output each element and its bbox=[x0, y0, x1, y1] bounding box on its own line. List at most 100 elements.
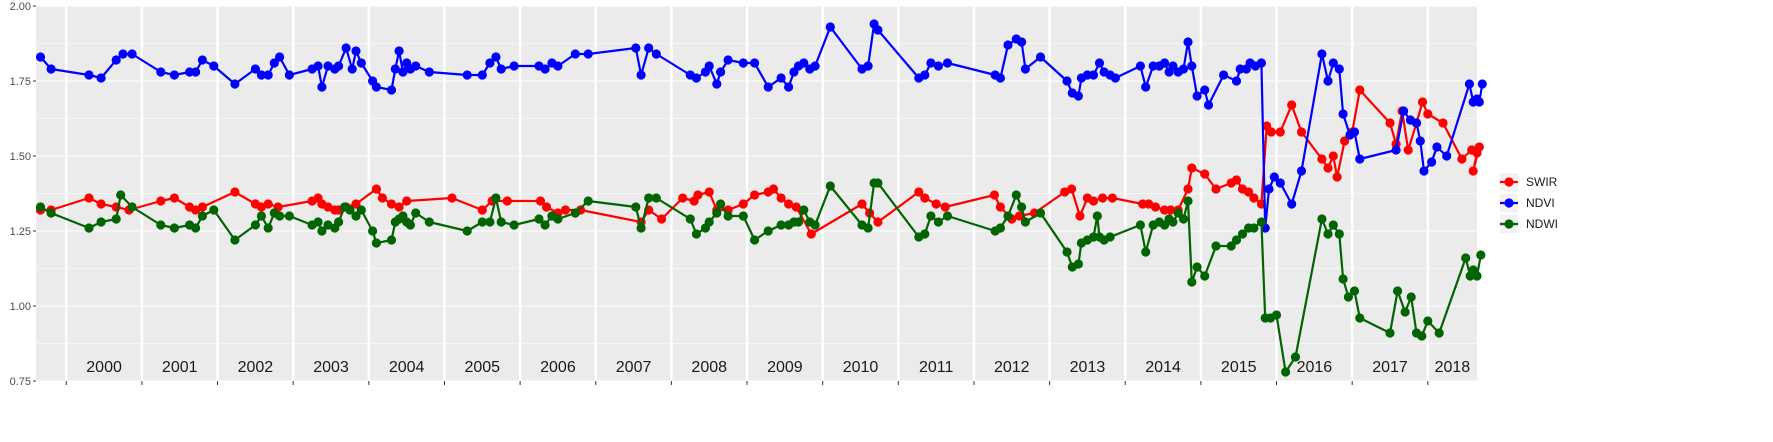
data-point-ndvi bbox=[1442, 151, 1452, 161]
data-point-ndvi bbox=[1399, 106, 1409, 116]
data-point-ndvi bbox=[334, 61, 344, 71]
data-point-ndwi bbox=[920, 229, 930, 239]
data-point-ndvi bbox=[810, 61, 820, 71]
data-point-swir bbox=[263, 199, 273, 209]
data-point-ndwi bbox=[1017, 202, 1027, 212]
data-point-swir bbox=[768, 184, 779, 194]
data-point-ndwi bbox=[763, 226, 773, 236]
year-label: 2013 bbox=[1070, 359, 1106, 376]
y-tick-label: 1.25 bbox=[10, 226, 31, 238]
data-point-swir bbox=[1088, 196, 1099, 206]
data-point-ndwi bbox=[411, 208, 421, 218]
data-point-swir bbox=[806, 229, 816, 239]
data-point-ndwi bbox=[1135, 220, 1145, 230]
data-point-swir bbox=[678, 193, 688, 203]
data-point-ndwi bbox=[750, 235, 760, 245]
data-point-ndwi bbox=[933, 217, 944, 227]
data-point-ndvi bbox=[1355, 154, 1365, 164]
data-point-ndwi bbox=[1290, 352, 1301, 362]
data-point-ndwi bbox=[534, 214, 544, 224]
legend-item-ndvi: NDVI bbox=[1500, 194, 1555, 212]
data-point-ndwi bbox=[540, 220, 550, 230]
data-point-ndwi bbox=[738, 211, 748, 221]
data-point-swir bbox=[1355, 85, 1365, 95]
data-point-ndvi bbox=[96, 73, 106, 83]
data-point-ndvi bbox=[491, 52, 501, 62]
data-point-ndwi bbox=[96, 217, 106, 227]
data-point-ndvi bbox=[570, 49, 580, 59]
series-swir bbox=[35, 85, 1484, 239]
data-point-ndvi bbox=[933, 61, 944, 71]
data-point-ndwi bbox=[368, 226, 378, 236]
y-tick-label: 0.75 bbox=[10, 376, 31, 388]
data-point-ndvi bbox=[704, 61, 714, 71]
data-point-ndvi bbox=[169, 70, 179, 80]
data-point-ndwi bbox=[256, 211, 266, 221]
data-point-swir bbox=[931, 199, 941, 209]
data-point-swir bbox=[1317, 154, 1327, 164]
data-point-ndvi bbox=[1415, 136, 1425, 146]
data-point-ndvi bbox=[269, 58, 279, 68]
data-point-ndwi bbox=[1385, 328, 1395, 338]
data-point-ndwi bbox=[995, 223, 1006, 233]
year-label: 2006 bbox=[540, 359, 576, 376]
data-point-swir bbox=[1340, 136, 1350, 146]
data-point-ndwi bbox=[1334, 229, 1344, 239]
year-label: 2005 bbox=[464, 359, 500, 376]
data-point-ndvi bbox=[1464, 79, 1474, 89]
data-point-swir bbox=[1067, 184, 1077, 194]
data-point-ndwi bbox=[1406, 292, 1416, 302]
data-point-ndvi bbox=[1017, 37, 1027, 47]
data-point-ndvi bbox=[776, 73, 786, 83]
data-point-swir bbox=[377, 193, 387, 203]
data-point-ndvi bbox=[1073, 91, 1083, 101]
data-point-ndwi bbox=[156, 220, 166, 230]
data-point-swir bbox=[1438, 118, 1448, 128]
x-axis bbox=[65, 381, 1429, 385]
data-point-ndvi bbox=[1192, 91, 1202, 101]
data-point-ndwi bbox=[169, 223, 179, 233]
data-point-ndvi bbox=[1178, 64, 1189, 74]
legend-key-marker bbox=[1504, 219, 1514, 229]
data-point-swir bbox=[156, 196, 166, 206]
data-point-ndwi bbox=[1461, 253, 1471, 263]
data-point-swir bbox=[1014, 211, 1024, 221]
data-point-ndwi bbox=[491, 193, 501, 203]
data-point-ndwi bbox=[1349, 286, 1360, 296]
year-labels: 2000 2001 2002 2003 2004 2005 2006 2007 2008 2009… bbox=[86, 359, 1470, 376]
data-point-ndvi bbox=[197, 55, 207, 65]
data-point-ndwi bbox=[191, 223, 201, 233]
data-point-ndvi bbox=[317, 82, 327, 92]
data-point-swir bbox=[1249, 193, 1259, 203]
data-point-swir bbox=[1211, 184, 1221, 194]
data-point-ndwi bbox=[1168, 217, 1178, 227]
series-ndvi bbox=[35, 19, 1487, 233]
data-point-ndwi bbox=[631, 202, 641, 212]
data-point-ndwi bbox=[46, 208, 56, 218]
data-point-swir bbox=[940, 202, 950, 212]
data-point-ndvi bbox=[1256, 58, 1266, 68]
data-point-ndvi bbox=[926, 58, 936, 68]
data-point-ndvi bbox=[1200, 85, 1210, 95]
data-point-ndvi bbox=[651, 49, 661, 59]
data-point-swir bbox=[750, 190, 760, 200]
data-point-ndwi bbox=[712, 208, 722, 218]
data-point-ndwi bbox=[553, 214, 563, 224]
data-point-ndvi bbox=[411, 61, 421, 71]
data-point-ndvi bbox=[1287, 199, 1297, 209]
data-point-ndvi bbox=[1334, 64, 1344, 74]
data-point-ndvi bbox=[35, 52, 46, 62]
data-point-ndwi bbox=[84, 223, 94, 233]
data-point-swir bbox=[1423, 109, 1433, 119]
data-point-ndwi bbox=[863, 223, 873, 233]
data-point-swir bbox=[1075, 211, 1085, 221]
data-point-swir bbox=[784, 199, 794, 209]
data-point-ndvi bbox=[873, 25, 883, 35]
year-label: 2016 bbox=[1297, 359, 1333, 376]
data-point-swir bbox=[1200, 169, 1210, 179]
data-point-swir bbox=[402, 196, 412, 206]
data-point-swir bbox=[1098, 193, 1108, 203]
data-point-ndvi bbox=[1183, 37, 1193, 47]
data-point-ndvi bbox=[716, 67, 726, 77]
